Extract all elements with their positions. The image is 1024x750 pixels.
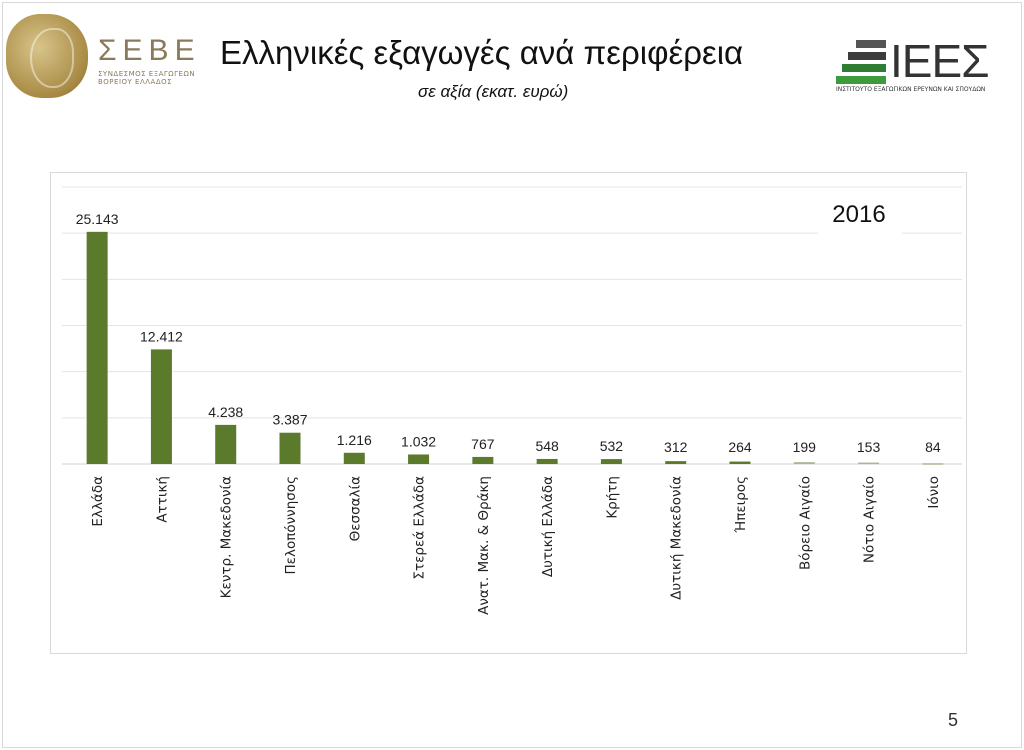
bar-1 <box>86 231 108 464</box>
bar-11 <box>729 461 751 464</box>
bar-14 <box>922 463 944 465</box>
iees-logo-name: ΙΕΕΣ <box>890 35 990 87</box>
iees-logo-subtitle: ΙΝΣΤΙΤΟΥΤΟ ΕΞΑΓΩΓΙΚΩΝ ΕΡΕΥΝΩΝ ΚΑΙ ΣΠΟΥΔΩ… <box>836 86 986 93</box>
data-label: 264 <box>728 439 752 455</box>
category-label: Πελοπόννησος <box>283 476 299 574</box>
page-title: Ελληνικές εξαγωγές ανά περιφέρεια <box>220 34 744 71</box>
category-label: Θεσσαλία <box>347 476 363 541</box>
chart-area <box>50 172 967 654</box>
category-label: Κρήτη <box>604 476 620 519</box>
bar-5 <box>343 452 365 464</box>
iees-logo: ΙΕΕΣ ΙΝΣΤΙΤΟΥΤΟ ΕΞΑΓΩΓΙΚΩΝ ΕΡΕΥΝΩΝ ΚΑΙ Σ… <box>836 35 1001 93</box>
data-label: 4.238 <box>208 404 243 420</box>
bar-12 <box>793 462 815 464</box>
coin-emblem-icon <box>6 14 88 98</box>
data-label: 84 <box>925 439 941 455</box>
data-label: 153 <box>857 439 881 455</box>
bar-10 <box>665 461 687 464</box>
bar-2 <box>150 349 172 464</box>
category-label: Κεντρ. Μακεδονία <box>219 476 235 598</box>
category-label: Ανατ. Μακ. & Θράκη <box>476 476 492 615</box>
bar-7 <box>472 456 494 464</box>
page-subtitle: σε αξία (εκατ. ευρώ) <box>418 82 569 101</box>
data-label: 767 <box>471 436 495 452</box>
data-label: 199 <box>793 439 817 455</box>
bar-4 <box>279 432 301 464</box>
category-label: Αττική <box>154 476 170 523</box>
category-label: Βόρειο Αιγαίο <box>797 476 813 570</box>
sebe-logo-name: ΣΕΒΕ <box>98 34 201 67</box>
bar-3 <box>215 424 237 464</box>
category-label: Ιόνιο <box>926 476 942 509</box>
data-label: 1.032 <box>401 433 436 449</box>
bar-6 <box>408 454 430 464</box>
category-label: Ήπειρος <box>733 476 749 534</box>
data-label: 312 <box>664 439 688 455</box>
data-label: 12.412 <box>140 328 183 344</box>
bar-13 <box>858 462 880 465</box>
category-label: Ελλάδα <box>90 476 106 527</box>
data-label: 548 <box>535 438 559 454</box>
data-label: 3.387 <box>272 412 307 428</box>
category-label: Δυτική Ελλάδα <box>540 476 556 577</box>
data-label: 1.216 <box>337 432 372 448</box>
bar-9 <box>600 459 622 464</box>
annotation-background <box>818 196 902 236</box>
category-label: Δυτική Μακεδονία <box>669 476 685 600</box>
page-number: 5 <box>948 710 959 730</box>
category-label: Νότιο Αιγαίο <box>862 476 878 563</box>
category-label: Στερεά Ελλάδα <box>412 476 428 580</box>
data-label: 25.143 <box>76 211 119 227</box>
sebe-logo-subtitle: ΣΥΝΔΕΣΜΟΣ ΕΞΑΓΩΓΕΩΝ ΒΟΡΕΙΟΥ ΕΛΛΑΔΟΣ <box>98 70 196 86</box>
bar-8 <box>536 458 558 464</box>
year-annotation: 2016 <box>832 201 885 228</box>
data-label: 532 <box>600 438 624 454</box>
